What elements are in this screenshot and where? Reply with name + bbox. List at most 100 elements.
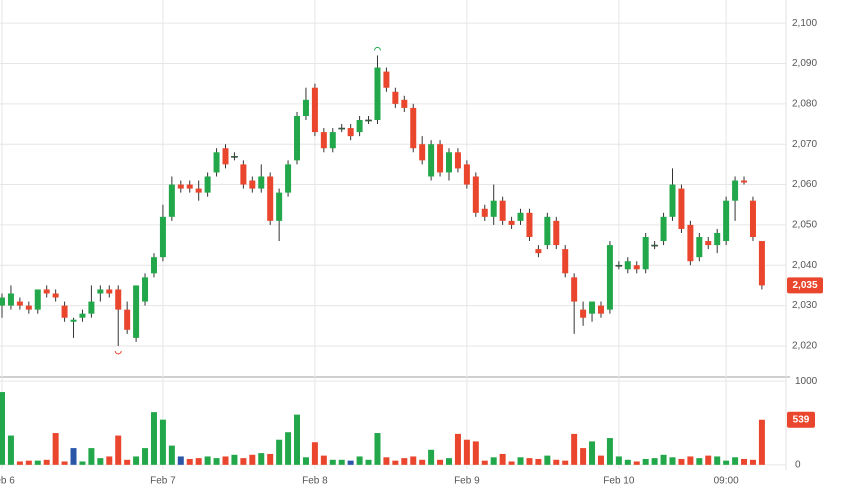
volume-bar bbox=[714, 456, 721, 465]
candle-body bbox=[240, 164, 247, 185]
volume-bar bbox=[150, 412, 157, 465]
candle-body bbox=[687, 224, 694, 262]
candle-body bbox=[705, 241, 712, 246]
candle-body bbox=[249, 180, 256, 189]
candle-body bbox=[678, 188, 685, 229]
last-volume-tag bbox=[787, 411, 815, 428]
volume-bar bbox=[79, 461, 86, 465]
volume-bar bbox=[749, 459, 756, 465]
volume-bar bbox=[249, 454, 256, 465]
volume-tick-label: 1000 bbox=[795, 376, 818, 387]
volume-bar bbox=[285, 432, 292, 465]
candle-body bbox=[43, 289, 50, 294]
volume-bar bbox=[43, 459, 50, 465]
y-tick-label: 2,030 bbox=[792, 300, 817, 311]
candle-body bbox=[481, 208, 488, 217]
volume-bar bbox=[553, 459, 560, 465]
candle-body bbox=[732, 180, 739, 201]
volume-bar bbox=[571, 433, 578, 465]
volume-bar bbox=[606, 438, 613, 465]
volume-bar bbox=[142, 448, 149, 465]
volume-bar bbox=[463, 439, 470, 465]
candle-body bbox=[168, 184, 175, 217]
volume-bar bbox=[365, 459, 372, 465]
candle-body bbox=[544, 216, 551, 246]
volume-bar bbox=[580, 448, 587, 465]
candle-body bbox=[615, 264, 623, 267]
candle-body bbox=[204, 176, 211, 193]
candle-body bbox=[749, 200, 756, 238]
last-price-tag bbox=[787, 277, 823, 294]
volume-bar bbox=[437, 459, 444, 465]
candle-body bbox=[320, 132, 327, 149]
volume-bar bbox=[589, 441, 596, 465]
volume-bar bbox=[499, 453, 506, 465]
candle-body bbox=[142, 277, 149, 302]
volume-bar bbox=[258, 453, 265, 465]
candle-body bbox=[463, 164, 470, 185]
volume-bar bbox=[723, 460, 730, 465]
volume-bar bbox=[490, 457, 497, 465]
volume-bar bbox=[168, 445, 175, 465]
volume-bar bbox=[678, 458, 685, 465]
candle-body bbox=[383, 71, 390, 88]
candle-body bbox=[356, 119, 363, 133]
volume-bar bbox=[222, 456, 229, 465]
last-volume-label: 539 bbox=[793, 414, 810, 425]
volume-bar bbox=[7, 435, 14, 465]
volume-bar bbox=[705, 455, 712, 465]
volume-bar bbox=[446, 458, 452, 465]
volume-bar bbox=[34, 460, 41, 465]
candle-body bbox=[758, 241, 765, 286]
volume-bar bbox=[374, 433, 381, 465]
candle-body bbox=[401, 99, 408, 108]
candle-body bbox=[124, 309, 131, 330]
volume-bar bbox=[687, 456, 694, 465]
candle-body bbox=[311, 87, 318, 133]
candle-body bbox=[696, 237, 703, 258]
volume-bar bbox=[294, 414, 301, 465]
candle-body bbox=[633, 265, 640, 270]
candle-body bbox=[589, 301, 596, 314]
y-tick-label: 2,060 bbox=[792, 179, 817, 190]
volume-bar bbox=[526, 458, 533, 465]
candle-body bbox=[526, 212, 533, 238]
volume-bar bbox=[267, 453, 274, 465]
volume-bar bbox=[276, 439, 283, 465]
candle-body bbox=[231, 156, 238, 158]
volume-bar bbox=[356, 456, 363, 465]
x-tick-label: Feb 7 bbox=[150, 476, 176, 487]
high-marker bbox=[373, 47, 381, 51]
candle-body bbox=[106, 289, 113, 294]
candle-body bbox=[25, 305, 32, 310]
candle-body bbox=[186, 184, 193, 189]
candle-body bbox=[258, 176, 265, 189]
candle-body bbox=[79, 313, 86, 318]
y-tick-label: 2,090 bbox=[792, 58, 817, 69]
volume-bar bbox=[115, 435, 122, 465]
candle-body bbox=[651, 244, 658, 247]
candle-body bbox=[437, 144, 444, 173]
volume-bar bbox=[669, 457, 676, 465]
volume-bar bbox=[70, 448, 77, 465]
candle-body bbox=[624, 261, 631, 270]
volume-bar bbox=[231, 454, 238, 465]
volume-bar bbox=[302, 457, 309, 465]
candle-body bbox=[285, 164, 292, 193]
volume-bar bbox=[562, 460, 569, 465]
volume-bar bbox=[106, 456, 113, 465]
last-price-label: 2,035 bbox=[792, 280, 817, 291]
candle-body bbox=[454, 152, 461, 169]
volume-bar bbox=[0, 392, 5, 465]
candle-body bbox=[302, 99, 309, 116]
volume-bar bbox=[392, 460, 399, 465]
candle-body bbox=[338, 127, 346, 130]
candle-body bbox=[61, 305, 68, 318]
y-tick-label: 2,070 bbox=[792, 139, 817, 150]
volume-bar bbox=[97, 458, 104, 465]
volume-bar bbox=[410, 456, 417, 465]
candle-body bbox=[222, 148, 229, 165]
candle-body bbox=[133, 285, 140, 338]
candle-body bbox=[329, 132, 336, 149]
volume-bar bbox=[472, 441, 479, 465]
